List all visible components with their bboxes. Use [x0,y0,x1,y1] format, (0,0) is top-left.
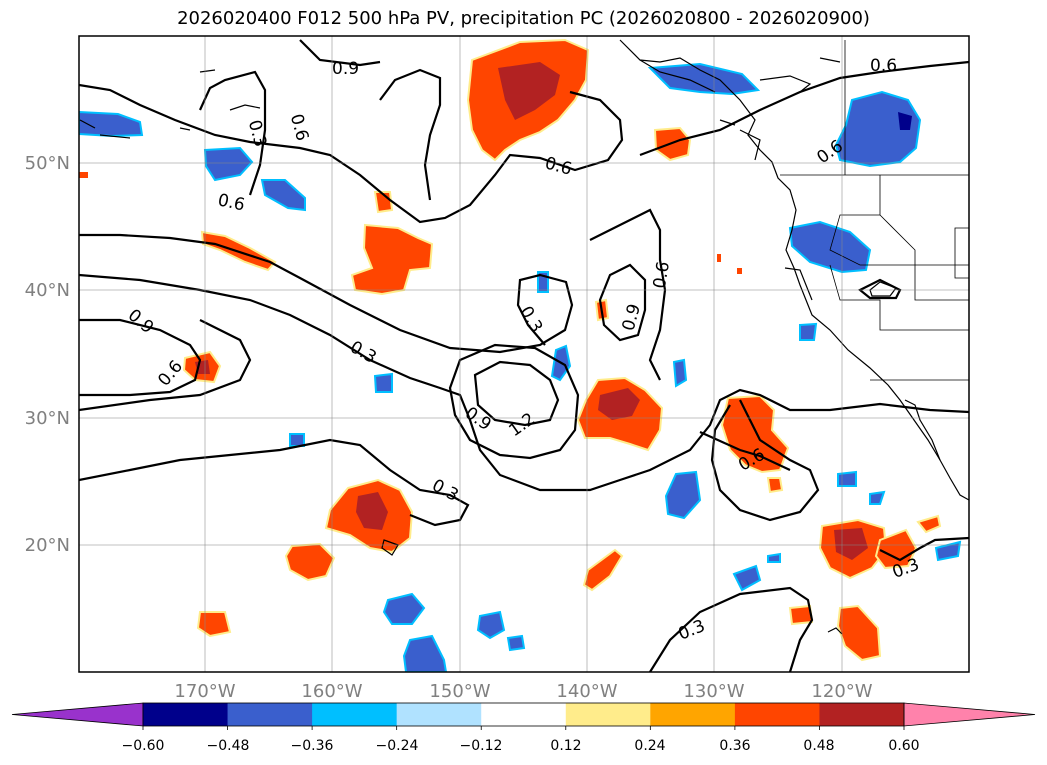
lon-label: 120°W [811,681,872,702]
contour-label: 0.9 [332,59,359,79]
chart-title: 2026020400 F012 500 hPa PV, precipitatio… [177,8,870,29]
precip-neg-area [260,179,306,212]
colorbar [11,702,1036,730]
precip-area [720,394,790,474]
precip-core [498,62,560,120]
colorbar-tick-label: −0.36 [291,738,334,754]
lon-label: 130°W [683,681,744,702]
precip-core [356,492,388,530]
precip-area [79,172,88,178]
precip-neg-area [647,62,761,96]
precip-neg-area [869,490,886,505]
precip-area [874,528,918,570]
precip-neg-area [289,433,305,447]
precip-area [284,542,336,582]
precip-area [717,254,721,262]
precip-neg-area [402,634,448,672]
colorbar-tick-label: 0.60 [888,738,919,754]
colorbar-outline [142,702,905,727]
colorbar-tick-label: 0.24 [634,738,665,754]
contour-label: 0.6 [650,260,674,290]
colorbar-bin [312,703,398,726]
colorbar-tick-label: 0.48 [803,738,834,754]
coastlines [79,39,969,635]
colorbar-bin [819,703,905,726]
colorbar-tick-label: −0.60 [122,738,165,754]
precip-neg-area [934,540,962,562]
colorbar-bin [650,703,736,726]
precip-neg-area [382,592,426,625]
colorbar-bin [227,703,313,726]
precip-core [834,528,868,560]
precip-core [598,388,640,420]
precip-neg-area [672,358,688,388]
precip-neg-area [476,610,506,640]
pv-contours [79,39,969,672]
lat-label: 20°N [25,535,70,556]
precip-neg-area [799,322,818,341]
precip-neg-area [837,470,857,487]
colorbar-bin [565,703,651,726]
precip-neg-area [664,470,702,520]
precip-neg-area [834,90,922,168]
precip-neg-core [898,112,912,130]
colorbar-tick-label: 0.12 [550,738,581,754]
contour-label: 0.6 [870,56,897,76]
lat-label: 40°N [25,280,70,301]
precip-positive-areas [79,38,942,662]
lon-label: 170°W [174,681,235,702]
colorbar-tick-label: −0.24 [376,738,419,754]
lon-label: 160°W [301,681,362,702]
colorbar-tick-labels: −0.60 −0.48 −0.36 −0.24 −0.12 0.12 0.24 … [122,738,920,754]
colorbar-bin [396,703,482,726]
lon-label: 150°W [429,681,490,702]
latitude-labels: 50°N 40°N 30°N 20°N [25,153,70,556]
colorbar-bin [734,703,820,726]
precip-area [582,548,624,592]
colorbar-bin [481,703,567,726]
precip-neg-area [506,634,526,652]
colorbar-extend-max [903,702,1036,727]
precip-area [737,268,742,274]
precip-neg-area [373,372,393,393]
colorbar-extend-min [11,702,144,727]
lon-label: 140°W [556,681,617,702]
colorbar-tick-label: −0.12 [460,738,503,754]
map-frame [78,35,970,673]
colorbar-tick-label: −0.48 [207,738,250,754]
precip-area [836,604,882,662]
colorbar-tick-label: 0.36 [719,738,750,754]
precip-neg-area [788,220,872,274]
precip-neg-area [203,146,254,182]
colorbar-bin [143,703,229,726]
precip-area [196,611,232,638]
longitude-labels: 170°W 160°W 150°W 140°W 130°W 120°W [174,681,872,702]
precip-area [766,477,784,494]
lat-label: 50°N [25,153,70,174]
precip-neg-area [767,552,781,563]
political-borders [780,40,969,381]
map-background [79,36,969,672]
precip-neg-area [732,564,762,592]
precip-area [916,514,942,534]
lat-label: 30°N [25,408,70,429]
precip-neg-area [79,110,144,138]
graticule [79,36,969,672]
